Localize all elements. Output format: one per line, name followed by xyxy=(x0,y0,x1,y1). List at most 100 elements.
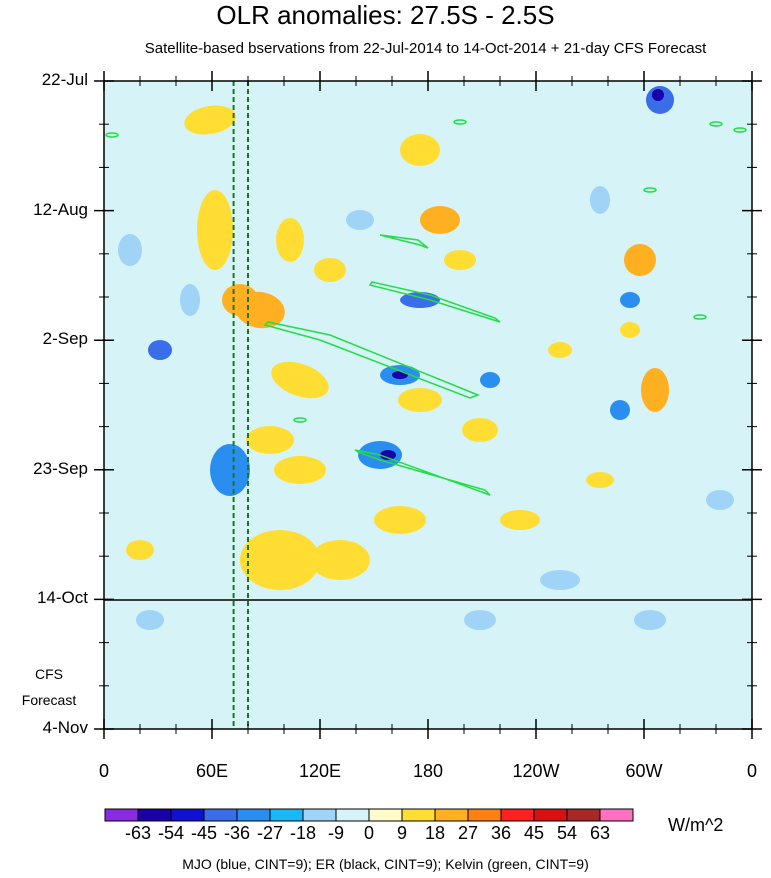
chart-subtitle: Satellite-based bservations from 22-Jul-… xyxy=(144,40,707,57)
anomaly-region xyxy=(184,105,236,135)
anomaly-region xyxy=(500,510,540,530)
colorbar-label: 54 xyxy=(556,823,578,843)
anomaly-region xyxy=(126,540,154,560)
colorbar-label: -18 xyxy=(290,823,317,843)
anomaly-region xyxy=(246,426,294,454)
kelvin-contour xyxy=(293,417,307,423)
anomaly-region xyxy=(620,322,640,338)
anomaly-region xyxy=(276,218,304,262)
colorbar-label: -27 xyxy=(257,823,284,843)
kelvin-contour xyxy=(709,121,723,127)
anomaly-region xyxy=(380,450,396,460)
anomaly-region xyxy=(464,610,496,630)
anomaly-region xyxy=(444,250,476,270)
x-tick-label: 0 xyxy=(98,761,109,781)
y-tick-label: 14-Oct xyxy=(36,588,88,608)
forecast-label-forecast: Forecast xyxy=(21,692,77,708)
anomaly-region xyxy=(586,472,614,488)
colorbar-swatch xyxy=(203,808,238,822)
x-tick-label: 180 xyxy=(412,761,444,781)
colorbar-swatch xyxy=(269,808,304,822)
colorbar-swatch xyxy=(236,808,271,822)
colorbar-swatch xyxy=(104,808,139,822)
y-tick-label: 2-Sep xyxy=(42,329,88,349)
x-tick-label: 120W xyxy=(512,761,560,781)
contour-caption: MJO (blue, CINT=9); ER (black, CINT=9); … xyxy=(182,856,589,872)
anomaly-region xyxy=(392,371,408,379)
anomaly-region xyxy=(462,418,498,442)
kelvin-contour xyxy=(105,132,119,138)
colorbar-label: -54 xyxy=(158,823,185,843)
colorbar-label: -36 xyxy=(224,823,251,843)
kelvin-contour xyxy=(354,449,491,496)
anomaly-region xyxy=(274,456,326,484)
y-tick-label: 22-Jul xyxy=(41,70,88,89)
colorbar-label: 18 xyxy=(424,823,446,843)
colorbar-swatch xyxy=(401,808,436,822)
anomaly-region xyxy=(400,292,440,308)
forecast-label-cfs: CFS xyxy=(35,666,63,682)
anomaly-region xyxy=(420,206,460,234)
anomaly-region xyxy=(180,284,200,316)
y-tick-label: 23-Sep xyxy=(33,458,88,478)
anomaly-region xyxy=(706,490,734,510)
kelvin-contour xyxy=(733,127,747,133)
colorbar-swatch xyxy=(566,808,601,822)
anomaly-region xyxy=(310,540,370,580)
y-tick-label: 12-Aug xyxy=(33,199,88,219)
colorbar-swatch xyxy=(434,808,469,822)
anomaly-region xyxy=(398,388,442,412)
anomaly-region xyxy=(240,530,320,590)
colorbar-swatch xyxy=(599,808,634,822)
colorbar-label: 63 xyxy=(589,823,611,843)
kelvin-contour xyxy=(693,314,707,320)
colorbar-swatch xyxy=(170,808,205,822)
colorbar-units: W/m^2 xyxy=(668,815,724,835)
colorbar-swatch xyxy=(467,808,502,822)
colorbar-label: 45 xyxy=(523,823,545,843)
kelvin-contour xyxy=(368,281,501,323)
colorbar-label: -63 xyxy=(125,823,152,843)
kelvin-contour xyxy=(379,234,429,249)
anomaly-region xyxy=(136,610,164,630)
anomaly-region xyxy=(148,340,172,360)
kelvin-contour xyxy=(643,187,657,193)
anomaly-region xyxy=(624,244,656,276)
colorbar-label: -45 xyxy=(191,823,218,843)
y-tick-label: 4-Nov xyxy=(42,718,88,737)
anomaly-region xyxy=(641,368,669,412)
anomaly-region xyxy=(118,234,142,266)
colorbar-swatch xyxy=(335,808,370,822)
anomaly-region xyxy=(620,292,640,308)
colorbar-label: 0 xyxy=(363,823,374,843)
chart-title: OLR anomalies: 27.5S - 2.5S xyxy=(216,0,555,30)
colorbar-swatch xyxy=(137,808,172,822)
colorbar-swatch xyxy=(500,808,535,822)
colorbar-label: -9 xyxy=(327,823,344,843)
anomaly-region xyxy=(590,186,610,214)
anomaly-region xyxy=(652,89,664,101)
kelvin-contour xyxy=(263,321,481,399)
anomaly-region xyxy=(197,190,233,270)
anomaly-region xyxy=(610,400,630,420)
anomaly-region xyxy=(222,284,258,316)
anomaly-region xyxy=(210,444,250,496)
x-tick-label: 60E xyxy=(195,761,229,781)
anomaly-region xyxy=(271,361,329,399)
colorbar-swatch xyxy=(533,808,568,822)
colorbar-swatch xyxy=(368,808,403,822)
anomaly-region xyxy=(548,342,572,358)
colorbar-label: 36 xyxy=(490,823,512,843)
anomaly-region xyxy=(480,372,500,388)
colorbar-label: 27 xyxy=(457,823,479,843)
anomaly-region xyxy=(634,610,666,630)
anomaly-region xyxy=(400,134,440,166)
anomaly-region xyxy=(374,506,426,534)
kelvin-contour xyxy=(453,119,467,125)
colorbar-label: 9 xyxy=(396,823,407,843)
x-tick-label: 120E xyxy=(298,761,342,781)
anomaly-region xyxy=(346,210,374,230)
anomaly-region xyxy=(540,570,580,590)
x-tick-label: 0 xyxy=(746,761,757,781)
